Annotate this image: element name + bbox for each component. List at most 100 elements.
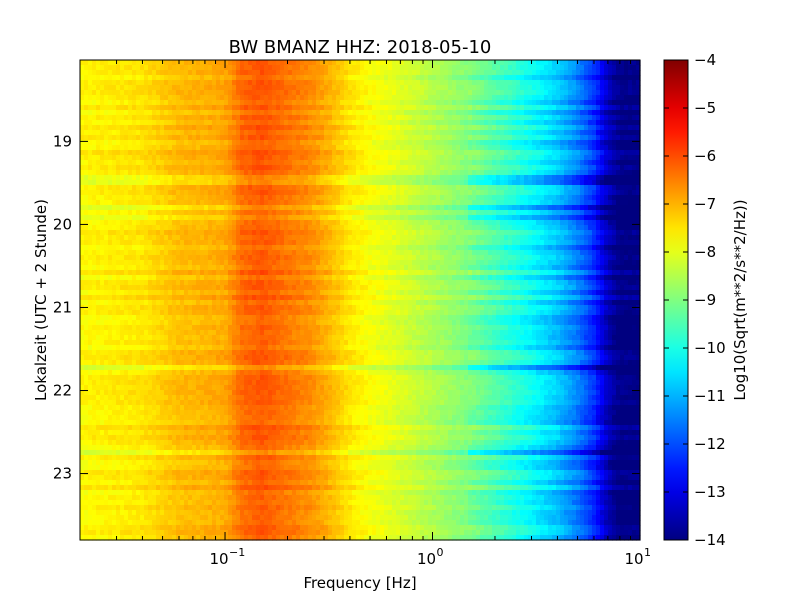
heatmap-cell bbox=[176, 130, 181, 136]
heatmap-cell bbox=[284, 245, 289, 251]
heatmap-cell bbox=[200, 530, 205, 536]
heatmap-cell bbox=[204, 265, 209, 271]
heatmap-cell bbox=[192, 390, 197, 396]
heatmap-cell bbox=[168, 520, 173, 526]
heatmap-cell bbox=[264, 310, 269, 316]
heatmap-cell bbox=[208, 135, 213, 141]
heatmap-cell bbox=[232, 60, 237, 66]
heatmap-cell bbox=[264, 110, 269, 116]
heatmap-cell bbox=[120, 520, 125, 526]
heatmap-cell bbox=[172, 85, 177, 91]
heatmap-cell bbox=[216, 130, 221, 136]
heatmap-cell bbox=[172, 405, 177, 411]
heatmap-cell bbox=[124, 85, 129, 91]
heatmap-cell bbox=[172, 190, 177, 196]
heatmap-cell bbox=[268, 90, 273, 96]
heatmap-cell bbox=[128, 470, 133, 476]
heatmap-cell bbox=[112, 425, 117, 431]
heatmap-cell bbox=[152, 315, 157, 321]
heatmap-cell bbox=[140, 255, 145, 261]
heatmap-cell bbox=[204, 475, 209, 481]
heatmap-cell bbox=[132, 345, 137, 351]
heatmap-cell bbox=[188, 285, 193, 291]
heatmap-cell bbox=[200, 145, 205, 151]
heatmap-cell bbox=[180, 160, 185, 166]
heatmap-cell bbox=[260, 175, 265, 181]
heatmap-cell bbox=[216, 85, 221, 91]
heatmap-cell bbox=[200, 90, 205, 96]
heatmap-cell bbox=[204, 125, 209, 131]
heatmap-cell bbox=[216, 370, 221, 376]
heatmap-cell bbox=[244, 145, 249, 151]
heatmap-cell bbox=[132, 470, 137, 476]
heatmap-cell bbox=[116, 280, 121, 286]
heatmap-cell bbox=[136, 340, 141, 346]
heatmap-cell bbox=[244, 470, 249, 476]
heatmap-cell bbox=[140, 170, 145, 176]
heatmap-cell bbox=[192, 245, 197, 251]
heatmap-cell bbox=[160, 65, 165, 71]
heatmap-cell bbox=[196, 130, 201, 136]
heatmap-cell bbox=[164, 370, 169, 376]
heatmap-cell bbox=[136, 180, 141, 186]
heatmap-cell bbox=[108, 195, 113, 201]
heatmap-cell bbox=[168, 390, 173, 396]
heatmap-cell bbox=[268, 525, 273, 531]
heatmap-cell bbox=[228, 500, 233, 506]
heatmap-cell bbox=[132, 275, 137, 281]
heatmap-cell bbox=[268, 465, 273, 471]
heatmap-cell bbox=[188, 100, 193, 106]
heatmap-cell bbox=[200, 245, 205, 251]
heatmap-cell bbox=[144, 285, 149, 291]
heatmap-cell bbox=[96, 490, 101, 496]
heatmap-cell bbox=[220, 380, 225, 386]
heatmap-cell bbox=[212, 60, 217, 66]
heatmap-cell bbox=[88, 100, 93, 106]
heatmap-cell bbox=[172, 430, 177, 436]
heatmap-cell bbox=[160, 440, 165, 446]
heatmap-cell bbox=[284, 105, 289, 111]
heatmap-cell bbox=[164, 480, 169, 486]
heatmap-cell bbox=[228, 150, 233, 156]
heatmap-cell bbox=[164, 470, 169, 476]
heatmap-cell bbox=[204, 335, 209, 341]
heatmap-cell bbox=[212, 245, 217, 251]
heatmap-cell bbox=[164, 85, 169, 91]
heatmap-cell bbox=[248, 170, 253, 176]
heatmap-cell bbox=[284, 250, 289, 256]
heatmap-cell bbox=[204, 300, 209, 306]
heatmap-cell bbox=[232, 435, 237, 441]
heatmap-cell bbox=[84, 285, 89, 291]
heatmap-cell bbox=[244, 515, 249, 521]
heatmap-cell bbox=[260, 360, 265, 366]
heatmap-cell bbox=[252, 445, 257, 451]
heatmap-cell bbox=[92, 290, 97, 296]
heatmap-cell bbox=[212, 395, 217, 401]
heatmap-cell bbox=[204, 285, 209, 291]
heatmap-cell bbox=[144, 375, 149, 381]
heatmap-cell bbox=[264, 305, 269, 311]
heatmap-cell bbox=[140, 430, 145, 436]
heatmap-cell bbox=[156, 525, 161, 531]
heatmap-cell bbox=[112, 410, 117, 416]
heatmap-cell bbox=[196, 445, 201, 451]
heatmap-cell bbox=[140, 275, 145, 281]
heatmap-cell bbox=[88, 370, 93, 376]
heatmap-cell bbox=[124, 330, 129, 336]
heatmap-cell bbox=[176, 250, 181, 256]
heatmap-cell bbox=[260, 490, 265, 496]
heatmap-cell bbox=[208, 115, 213, 121]
heatmap-cell bbox=[184, 485, 189, 491]
heatmap-cell bbox=[128, 95, 133, 101]
heatmap-cell bbox=[80, 445, 85, 451]
heatmap-cell bbox=[208, 85, 213, 91]
heatmap-cell bbox=[224, 410, 229, 416]
heatmap-cell bbox=[108, 415, 113, 421]
heatmap-cell bbox=[100, 90, 105, 96]
heatmap-cell bbox=[120, 180, 125, 186]
heatmap-cell bbox=[168, 300, 173, 306]
heatmap-cell bbox=[216, 365, 221, 371]
heatmap-cell bbox=[88, 165, 93, 171]
heatmap-cell bbox=[144, 490, 149, 496]
heatmap-cell bbox=[284, 365, 289, 371]
